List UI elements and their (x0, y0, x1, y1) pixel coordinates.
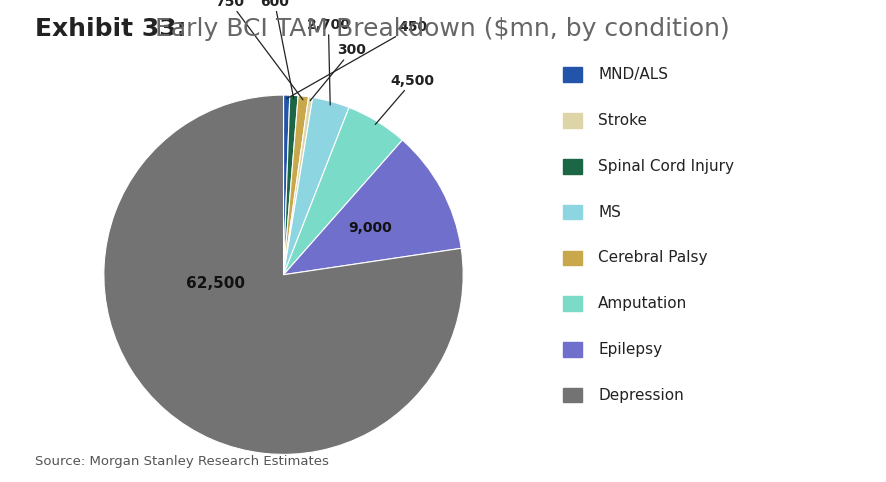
Wedge shape (284, 107, 402, 275)
Text: 9,000: 9,000 (348, 221, 392, 235)
Text: 2,700: 2,700 (307, 18, 350, 105)
Wedge shape (284, 96, 308, 275)
Text: 300: 300 (310, 43, 366, 101)
Text: 62,500: 62,500 (186, 276, 245, 291)
Wedge shape (284, 95, 290, 275)
Text: 600: 600 (260, 0, 294, 99)
Wedge shape (284, 97, 313, 275)
Text: 4,500: 4,500 (376, 74, 435, 124)
Text: MND/ALS: MND/ALS (598, 67, 668, 82)
Text: Source: Morgan Stanley Research Estimates: Source: Morgan Stanley Research Estimate… (35, 455, 330, 468)
Text: 450: 450 (286, 20, 427, 99)
Text: Cerebral Palsy: Cerebral Palsy (598, 250, 708, 266)
Wedge shape (284, 95, 299, 275)
Wedge shape (104, 95, 463, 455)
Wedge shape (284, 140, 462, 275)
Wedge shape (284, 97, 349, 275)
Text: Epilepsy: Epilepsy (598, 342, 662, 357)
Text: Exhibit 33:: Exhibit 33: (35, 17, 187, 41)
Text: Amputation: Amputation (598, 296, 688, 311)
Text: Depression: Depression (598, 388, 684, 403)
Text: 750: 750 (215, 0, 303, 100)
Text: MS: MS (598, 204, 621, 220)
Text: Spinal Cord Injury: Spinal Cord Injury (598, 159, 734, 174)
Text: Stroke: Stroke (598, 113, 647, 128)
Text: Early BCI TAM Breakdown ($mn, by condition): Early BCI TAM Breakdown ($mn, by conditi… (155, 17, 730, 41)
